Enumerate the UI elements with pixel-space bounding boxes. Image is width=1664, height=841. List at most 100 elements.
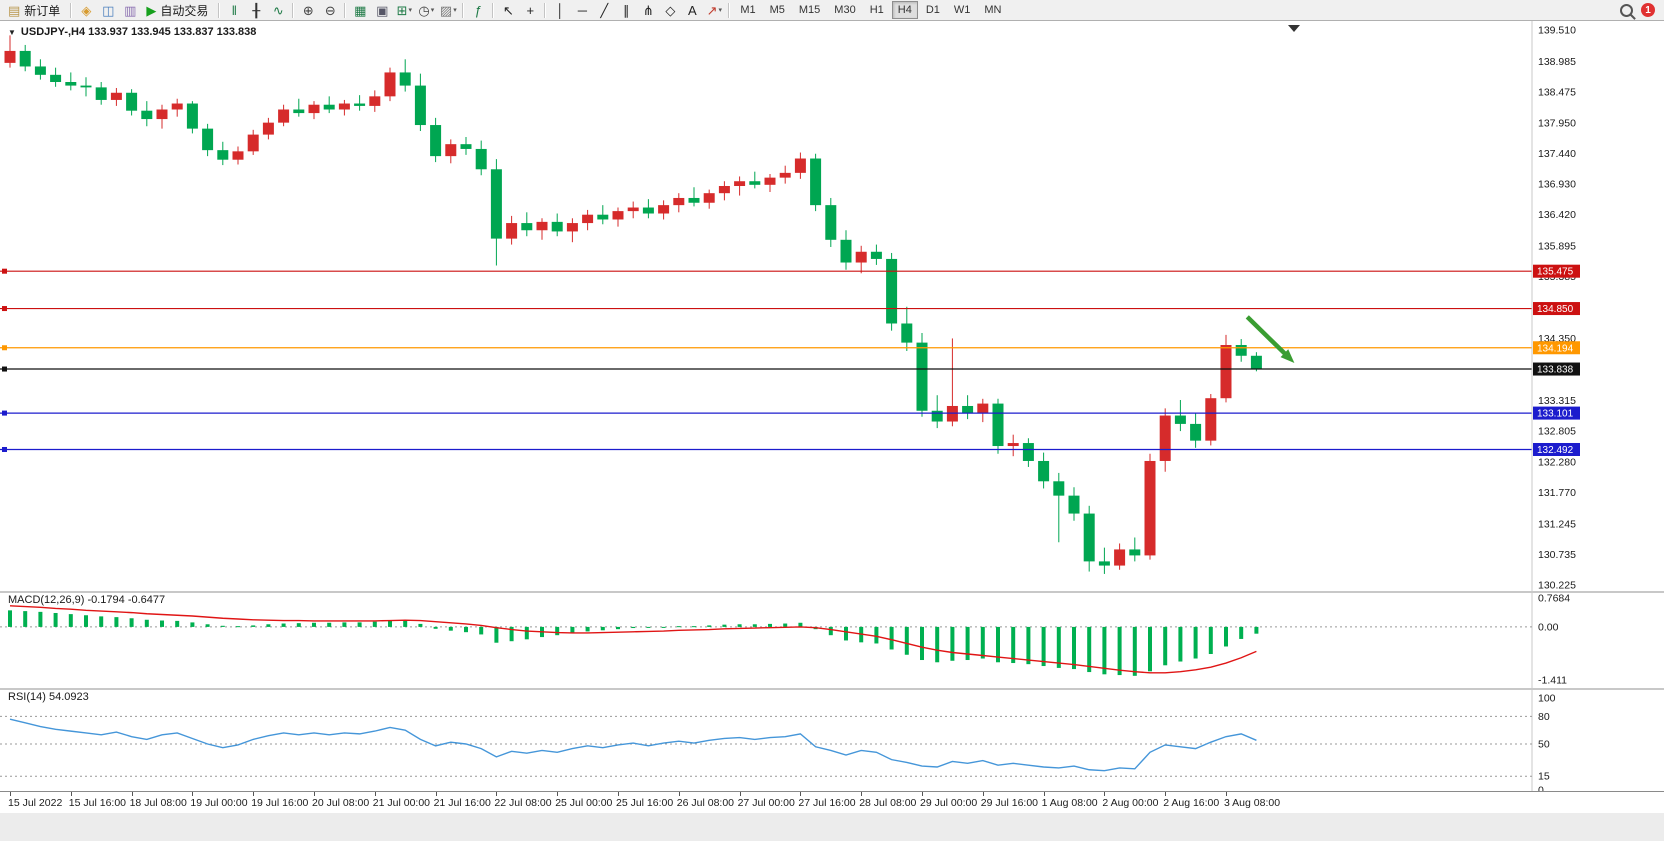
new-order-button[interactable]: ▤ 新订单: [3, 0, 67, 20]
candles-layer: [4, 35, 1262, 574]
horizontal-line[interactable]: 135.475: [0, 264, 1580, 278]
tile-windows-button[interactable]: ▣: [371, 1, 393, 19]
timeframe-mn-button[interactable]: MN: [984, 4, 1002, 16]
rsi-line: [9, 718, 1257, 772]
candle: [460, 144, 472, 149]
line-handle[interactable]: [2, 446, 7, 452]
timeframe-m1-button[interactable]: M1: [740, 4, 756, 16]
line-chart-button[interactable]: ∿: [267, 1, 289, 19]
line-handle[interactable]: [2, 268, 7, 274]
equidistant-channel-button[interactable]: ∥: [615, 1, 637, 19]
line-handle[interactable]: [2, 345, 7, 351]
text-label-button[interactable]: A: [681, 1, 703, 19]
periods-button[interactable]: ◷ ▾: [415, 1, 437, 19]
timeframe-h1-button[interactable]: H1: [869, 4, 884, 16]
horizontal-line[interactable]: 133.838: [0, 362, 1580, 376]
profiles-button[interactable]: ◫: [97, 1, 119, 19]
cursor-button[interactable]: ↖: [497, 1, 519, 19]
price-shift-marker[interactable]: [1288, 25, 1300, 32]
trendline-button[interactable]: ╱: [593, 1, 615, 19]
search-button[interactable]: [1615, 1, 1637, 19]
zoom-out-button[interactable]: ⊖: [319, 1, 341, 19]
horizontal-line[interactable]: 134.194: [0, 341, 1580, 355]
candle: [870, 251, 882, 259]
candle: [50, 74, 62, 83]
candle: [962, 405, 974, 414]
timeframe-d1-button[interactable]: D1: [925, 4, 940, 16]
time-axis-tick: [374, 792, 376, 796]
candlestick-chart-button[interactable]: ╂: [245, 1, 267, 19]
price-axis-label: 136.930: [1538, 179, 1576, 191]
candle: [1235, 345, 1247, 356]
candle: [855, 251, 867, 263]
candle: [65, 82, 77, 86]
candle: [779, 172, 791, 178]
chart-area[interactable]: 139.510 138.985 138.475 137.950 137.440 136.9…: [0, 21, 1664, 791]
notifications-badge[interactable]: 1: [1641, 3, 1655, 17]
auto-trading-button[interactable]: ▶ 自动交易: [141, 0, 215, 20]
time-axis-tick: [678, 792, 680, 796]
macd-histogram-bar: [205, 624, 210, 627]
timeframe-m15-button[interactable]: M15: [798, 4, 821, 16]
line-handle[interactable]: [2, 410, 7, 416]
bar-chart-button[interactable]: ǁ: [223, 1, 245, 19]
auto-arrange-button[interactable]: ▦: [349, 1, 371, 19]
new-chart-button[interactable]: ⊞ ▾: [393, 1, 415, 19]
macd-histogram-bar: [68, 614, 73, 627]
vertical-line-button[interactable]: │: [549, 1, 571, 19]
horizontal-line[interactable]: 134.850: [0, 302, 1580, 316]
candle: [490, 169, 502, 239]
price-axis-label: 136.420: [1538, 209, 1576, 221]
search-icon: [1619, 3, 1633, 17]
price-badge: [1533, 341, 1580, 355]
templates-dropdown-icon[interactable]: ▾: [453, 7, 457, 14]
horizontal-line-button[interactable]: ─: [571, 1, 593, 19]
candle: [1114, 549, 1126, 566]
macd-histogram-bar: [403, 620, 408, 627]
candle: [946, 405, 958, 422]
candle: [1174, 415, 1186, 424]
indicators-button[interactable]: ƒ: [467, 1, 489, 19]
timeframe-m5-button[interactable]: M5: [769, 4, 785, 16]
new-chart-dropdown-icon[interactable]: ▾: [408, 7, 413, 14]
timeframe-m30-button[interactable]: M30: [834, 4, 856, 16]
indicator-axis-label: 0.7684: [1538, 593, 1570, 605]
time-axis-label: 1 Aug 08:00: [1041, 797, 1098, 809]
chart-canvas[interactable]: 139.510 138.985 138.475 137.950 137.440 136.9…: [0, 21, 1664, 791]
new-order-label: 新订单: [24, 3, 61, 18]
price-axis-label: 130.225: [1538, 580, 1576, 592]
zoom-in-button[interactable]: ⊕: [297, 1, 319, 19]
candle: [110, 92, 122, 100]
timeframe-w1-button[interactable]: W1: [953, 4, 971, 16]
timeframe-h4-button[interactable]: H4: [891, 1, 918, 19]
templates-button[interactable]: ▨ ▾: [437, 1, 459, 19]
toolbar: ▤ 新订单 ◈ ◫ ▥ ▶ 自动交易 ǁ ╂ ∿ ⊕ ⊖ ▦ ▣ ⊞ ▾ ◷ ▾ ▨ ▾ ƒ ↖ + │ ─ ╱ ∥ ⋔ ◇ A ↗ ▾ M1 M…: [0, 0, 1664, 21]
candle: [156, 109, 168, 120]
time-axis-tick: [922, 792, 923, 796]
price-axis-label: 131.770: [1538, 487, 1576, 499]
candle: [34, 66, 46, 75]
line-handle[interactable]: [2, 306, 7, 312]
price-axis-label: 138.985: [1538, 56, 1576, 68]
andrews-pitchfork-button[interactable]: ⋔: [637, 1, 659, 19]
price-axis-label: 132.280: [1538, 457, 1576, 469]
trendline-icon: ╱: [600, 2, 609, 18]
arrows-button[interactable]: ↗ ▾: [703, 1, 725, 19]
finance-program-button[interactable]: ◈: [75, 1, 97, 19]
arrow-annotation[interactable]: [1245, 315, 1295, 363]
shapes-button[interactable]: ◇: [659, 1, 681, 19]
macd-histogram-bar: [494, 626, 499, 643]
horizontal-line[interactable]: 132.492: [0, 442, 1580, 456]
macd-histogram-bar: [524, 626, 529, 640]
time-axis[interactable]: 15 Jul 2022 15 Jul 16:00 18 Jul 08:00 19 Ju…: [0, 791, 1664, 813]
candle: [247, 134, 259, 152]
periods-dropdown-icon[interactable]: ▾: [430, 7, 435, 14]
arrows-dropdown-icon[interactable]: ▾: [718, 7, 723, 14]
crosshair-button[interactable]: +: [519, 1, 541, 19]
candle: [278, 109, 290, 123]
line-handle[interactable]: [2, 366, 7, 372]
time-axis-label: 25 Jul 00:00: [555, 797, 613, 809]
horizontal-line[interactable]: 133.101: [0, 406, 1580, 420]
market-watch-button[interactable]: ▥: [119, 1, 141, 19]
macd-histogram-bar: [23, 611, 28, 627]
